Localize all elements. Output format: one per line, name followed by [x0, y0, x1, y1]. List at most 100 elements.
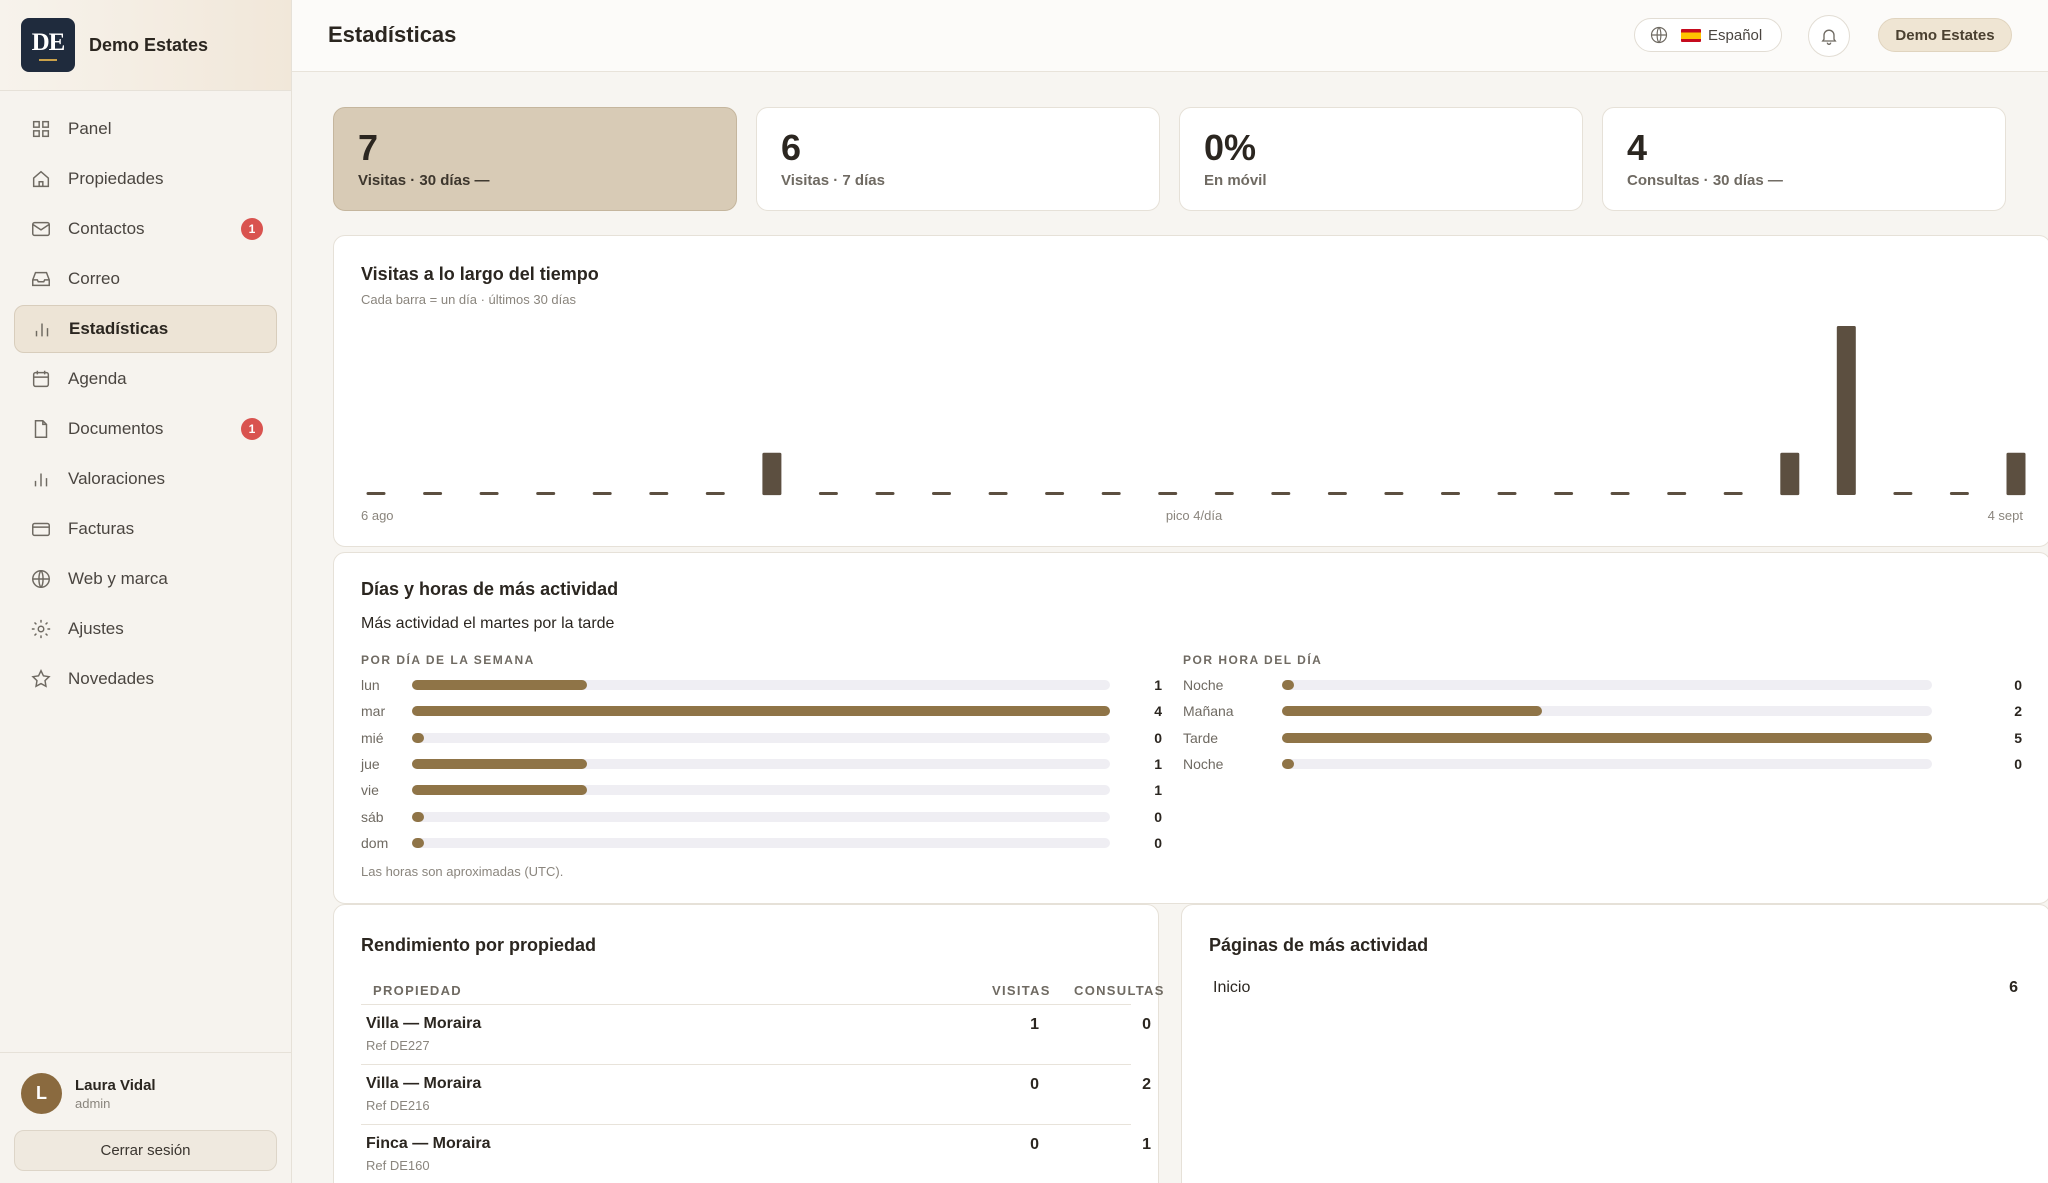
sidebar-item-panel[interactable]: Panel: [14, 105, 277, 153]
property-name: Finca — Moraira: [366, 1135, 491, 1152]
sidebar-item-ajustes[interactable]: Ajustes: [14, 605, 277, 653]
activity-row: Tarde 5: [1183, 725, 2022, 751]
sidebar-item-estadísticas[interactable]: Estadísticas: [14, 305, 277, 353]
language-selector[interactable]: Español: [1634, 18, 1782, 52]
chart-bar[interactable]: [1441, 492, 1460, 495]
activity-row: Noche 0: [1183, 672, 2022, 698]
activity-row-label: sáb: [361, 808, 384, 825]
activity-row: Mañana 2: [1183, 698, 2022, 724]
grid-icon: [32, 120, 50, 138]
activity-row-value: 4: [1154, 703, 1162, 720]
sidebar-item-propiedades[interactable]: Propiedades: [14, 155, 277, 203]
activity-row-label: jue: [361, 755, 380, 772]
chart-bar[interactable]: [932, 492, 951, 495]
chart-bar[interactable]: [1271, 492, 1291, 495]
kpi-card[interactable]: 0% En móvil: [1179, 107, 1583, 211]
chart-bar[interactable]: [1101, 492, 1121, 495]
logout-button[interactable]: Cerrar sesión: [14, 1130, 277, 1171]
activity-row-value: 2: [2014, 703, 2022, 720]
chart-bar[interactable]: [818, 492, 838, 495]
chart-bar[interactable]: [1384, 492, 1404, 495]
activity-bar-fill: [412, 811, 424, 822]
chart-bar[interactable]: [479, 492, 499, 495]
sidebar-item-contactos[interactable]: Contactos 1: [14, 205, 277, 253]
activity-bar-fill: [1282, 758, 1294, 769]
x-axis-start-label: 6 ago: [361, 508, 394, 523]
sidebar-item-facturas[interactable]: Facturas: [14, 505, 277, 553]
chart-bar[interactable]: [2006, 452, 2026, 496]
brand-header[interactable]: DE Demo Estates: [0, 0, 291, 91]
kpi-label: Visitas · 30 días —: [358, 172, 490, 189]
sidebar-item-label: Agenda: [68, 369, 127, 388]
col-inquiries: CONSULTAS: [1074, 983, 1165, 998]
activity-row-label: Mañana: [1183, 703, 1234, 720]
kpi-card[interactable]: 4 Consultas · 30 días —: [1602, 107, 2006, 211]
sidebar-item-label: Web y marca: [68, 569, 168, 588]
chart-bar[interactable]: [536, 492, 556, 495]
activity-bar-track: [412, 706, 1110, 717]
chart-bar[interactable]: [1667, 492, 1687, 495]
chart-bar[interactable]: [1893, 492, 1913, 495]
credit-card-icon: [32, 522, 50, 537]
top-pages-title: Páginas de más actividad: [1209, 935, 1429, 955]
chart-bar[interactable]: [649, 492, 669, 495]
sidebar-item-label: Facturas: [68, 519, 135, 538]
user-profile[interactable]: L Laura Vidal admin: [21, 1073, 156, 1114]
activity-bar-track: [412, 732, 1110, 743]
activity-row: lun 1: [361, 672, 1162, 698]
sidebar-item-novedades[interactable]: Novedades: [14, 655, 277, 703]
chart-bar[interactable]: [366, 492, 386, 495]
chart-bar[interactable]: [1497, 492, 1517, 495]
chart-bar[interactable]: [1214, 492, 1234, 495]
table-row[interactable]: Villa — Moraira Ref DE227 1 0: [361, 1004, 1151, 1064]
visits-value: 1: [1030, 1016, 1039, 1033]
chart-bar[interactable]: [705, 492, 725, 495]
notification-badge: 1: [241, 418, 263, 440]
account-button[interactable]: Demo Estates: [1878, 18, 2012, 52]
chart-bar[interactable]: [988, 492, 1008, 495]
table-row[interactable]: Finca — Moraira Ref DE160 0 1: [361, 1124, 1151, 1183]
activity-row: mar 4: [361, 698, 1162, 724]
activity-row-label: vie: [361, 782, 379, 799]
chart-bar[interactable]: [592, 492, 612, 495]
chart-bar[interactable]: [1836, 326, 1856, 495]
brand-name: Demo Estates: [89, 34, 209, 55]
sidebar-item-documentos[interactable]: Documentos 1: [14, 405, 277, 453]
chart-bar[interactable]: [1723, 492, 1743, 495]
sidebar-item-agenda[interactable]: Agenda: [14, 355, 277, 403]
performance-card: Rendimiento por propiedad PROPIEDAD VISI…: [333, 904, 1163, 1183]
activity-row-label: Tarde: [1183, 729, 1219, 746]
chart-bar[interactable]: [1045, 492, 1065, 495]
chart-bar[interactable]: [875, 492, 895, 495]
user-name: Laura Vidal: [75, 1076, 156, 1094]
language-label: Español: [1708, 26, 1763, 44]
chart-bar[interactable]: [1158, 492, 1178, 495]
chart-bar[interactable]: [762, 452, 782, 496]
chart-bar[interactable]: [423, 492, 443, 495]
activity-row: dom 0: [361, 830, 1162, 856]
kpi-label: En móvil: [1204, 172, 1267, 189]
file-icon: [34, 420, 48, 438]
notifications-button[interactable]: [1808, 15, 1850, 57]
table-row[interactable]: Villa — Moraira Ref DE216 0 2: [361, 1064, 1151, 1124]
kpi-card[interactable]: 7 Visitas · 30 días —: [333, 107, 737, 211]
x-axis-end-label: 4 sept: [1987, 508, 2023, 523]
sidebar-item-label: Estadísticas: [69, 319, 169, 338]
chart-bar[interactable]: [1610, 492, 1630, 495]
chart-bar[interactable]: [1949, 492, 1969, 495]
list-item[interactable]: Inicio 6: [1213, 975, 2018, 1003]
kpi-card[interactable]: 6 Visitas · 7 días: [756, 107, 1160, 211]
activity-row-value: 1: [1154, 677, 1162, 693]
sidebar-item-correo[interactable]: Correo: [14, 255, 277, 303]
activity-row-value: 0: [2014, 677, 2022, 693]
visits-value: 0: [1030, 1136, 1039, 1153]
chart-bar[interactable]: [1554, 492, 1574, 495]
sidebar-item-valoraciones[interactable]: Valoraciones: [14, 455, 277, 503]
chart-bar[interactable]: [1327, 492, 1347, 495]
activity-bar-track: [1282, 732, 1932, 743]
chart-bar[interactable]: [1780, 452, 1800, 496]
user-area: L Laura Vidal admin Cerrar sesión: [0, 1052, 291, 1183]
visits-bar-chart: [366, 326, 2026, 496]
activity-row-label: Noche: [1183, 677, 1224, 693]
sidebar-item-web-y-marca[interactable]: Web y marca: [14, 555, 277, 603]
